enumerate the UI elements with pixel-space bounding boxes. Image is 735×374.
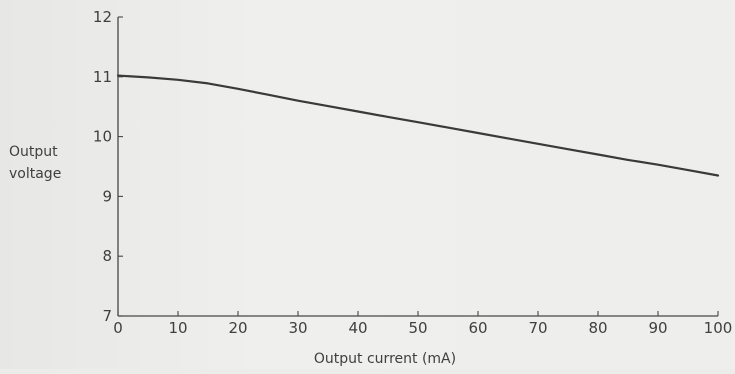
y-tick-label: 8 bbox=[102, 247, 112, 265]
x-axis-title: Output current (mA) bbox=[314, 351, 456, 367]
y-axis-title: Output voltage bbox=[9, 144, 61, 182]
y-tick-label: 12 bbox=[93, 8, 112, 26]
x-tick-label: 90 bbox=[648, 319, 667, 337]
x-tick-label: 10 bbox=[168, 319, 187, 337]
y-tick-label: 7 bbox=[102, 307, 112, 325]
y-tick-label: 10 bbox=[93, 128, 112, 146]
x-tick-label: 80 bbox=[588, 319, 607, 337]
tick-labels: 7 8 9 10 11 12 0 10 20 30 40 50 60 70 80 90 100 bbox=[93, 8, 732, 337]
x-tick-label: 0 bbox=[113, 319, 123, 337]
axes bbox=[117, 17, 718, 317]
series-line-1 bbox=[116, 74, 720, 177]
x-tick-label: 100 bbox=[704, 319, 733, 337]
y-axis-title-line-1: Output bbox=[9, 144, 58, 160]
y-tick-label: 9 bbox=[102, 187, 112, 205]
x-tick-label: 20 bbox=[228, 319, 247, 337]
x-tick-label: 40 bbox=[348, 319, 367, 337]
tick-marks bbox=[117, 16, 719, 317]
data-series bbox=[116, 74, 720, 177]
x-tick-label: 60 bbox=[468, 319, 487, 337]
x-tick-label: 30 bbox=[288, 319, 307, 337]
x-tick-label: 70 bbox=[528, 319, 547, 337]
y-tick-label: 11 bbox=[93, 68, 112, 86]
x-tick-label: 50 bbox=[408, 319, 427, 337]
y-axis-title-line-2: voltage bbox=[9, 166, 61, 182]
